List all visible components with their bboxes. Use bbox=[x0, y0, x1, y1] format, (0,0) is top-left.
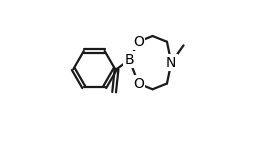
Text: N: N bbox=[166, 56, 177, 70]
Text: B: B bbox=[125, 53, 134, 67]
Text: O: O bbox=[133, 76, 144, 91]
Text: O: O bbox=[133, 35, 144, 49]
